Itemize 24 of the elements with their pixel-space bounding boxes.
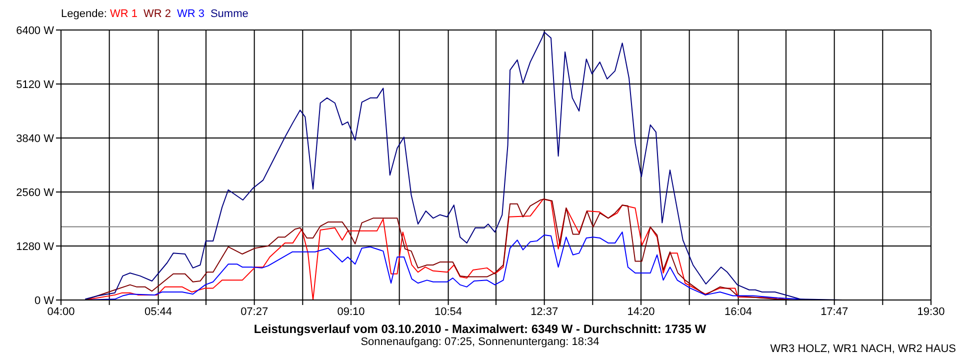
x-tick-label: 19:30 [917,306,945,318]
text: WR 2 [143,8,171,20]
x-tick-label: 12:37 [530,306,558,318]
x-tick-label: 07:27 [240,306,268,318]
text: WR 3 [176,8,204,20]
legend-title: Legende: [61,8,108,20]
x-tick-label: 10:54 [434,306,462,318]
y-tick-label: 3840 W [16,132,55,145]
y-tick-label: 6400 W [16,24,55,37]
x-tick-label: 17:47 [820,306,848,318]
x-tick-label: 16:04 [724,306,752,318]
text: Summe [210,8,248,20]
x-tick-label: 14:20 [627,306,655,318]
y-tick-label: 5120 W [16,78,55,91]
x-tick-label: 05:44 [144,306,172,318]
text: WR3 HOLZ, WR1 NACH, WR2 HAUS [770,343,956,355]
text: Leistungsverlauf vom 03.10.2010 - Maximalwert: 6349 W - Durchschnitt: 1735 W [252,322,708,336]
text: Sonnenaufgang: 07:25, Sonnenuntergang: 18:34 [360,336,600,348]
y-tick-label: 0 W [34,294,55,307]
x-tick-label: 04:00 [47,306,75,318]
y-tick-label: 2560 W [16,186,55,199]
y-tick-label: 1280 W [16,240,55,253]
x-tick-label: 09:10 [337,306,365,318]
text: WR 1 [110,8,138,20]
